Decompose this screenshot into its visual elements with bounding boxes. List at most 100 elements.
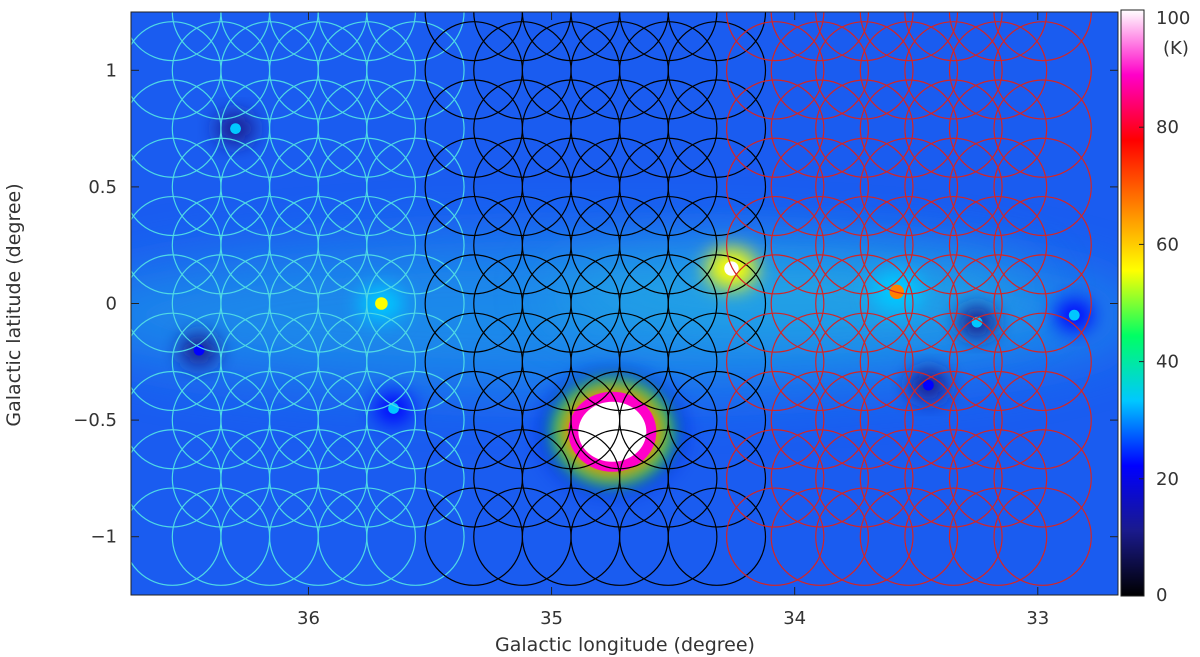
beam-circle (317, 137, 417, 237)
beam-circle (667, 312, 767, 412)
y-tick-label: −1 (90, 527, 117, 548)
beam-circle (667, 137, 767, 237)
beam-circle (619, 312, 718, 412)
beam-circle (366, 429, 465, 528)
beam-circle (859, 137, 959, 237)
colorbar (1120, 9, 1145, 597)
beam-circle (366, 137, 465, 237)
beam-circle (317, 429, 417, 528)
beam-circle (667, 195, 767, 295)
beam-circle (667, 12, 767, 62)
beam-circle (770, 370, 870, 470)
beam-circle (726, 370, 825, 470)
beam-circle (317, 487, 417, 586)
beam-circle (948, 487, 1048, 586)
beam-circle (993, 195, 1092, 295)
y-tick-label: 0.5 (88, 177, 117, 198)
beam-circle (815, 12, 914, 62)
emission-source (375, 297, 388, 310)
beam-circle (667, 79, 767, 178)
beam-circle (667, 429, 767, 528)
beam-circle (948, 21, 1048, 120)
beam-circle (859, 12, 959, 62)
beam-circle (859, 21, 959, 120)
beam-circle (770, 137, 870, 237)
beam-circle (726, 137, 825, 237)
beam-circle (366, 12, 465, 62)
beam-circle (317, 312, 417, 412)
x-axis: 36 35 34 33 (297, 12, 1049, 629)
beam-circle (366, 370, 465, 470)
beam-circle (521, 12, 621, 62)
beam-circle (667, 254, 767, 353)
beam-circle (770, 79, 870, 178)
beam-circle (726, 12, 825, 62)
beam-circle (366, 312, 465, 412)
beam-circle (948, 12, 1048, 62)
beam-circle (726, 429, 825, 528)
beam-circle (859, 312, 959, 412)
beam-circle (726, 254, 825, 353)
beam-circle (904, 12, 1003, 62)
beam-grids (131, 12, 1092, 586)
beam-circle (859, 195, 959, 295)
beam-circle (619, 370, 718, 470)
beam-circle (317, 195, 417, 295)
beam-circle (220, 12, 319, 62)
beam-circle (366, 254, 465, 353)
intensity-map (131, 12, 1118, 595)
beam-circle (993, 12, 1092, 62)
beam-circle (815, 487, 914, 586)
beam-circle (815, 370, 914, 470)
y-tick-label: −0.5 (73, 410, 117, 431)
beam-circle (993, 312, 1092, 412)
beam-circle (619, 429, 718, 528)
beam-circle (171, 12, 271, 62)
y-tick-label: 0 (106, 294, 117, 315)
emission-source (1068, 309, 1080, 321)
beam-circle (770, 487, 870, 586)
beam-circle (268, 12, 368, 62)
beam-circle (904, 195, 1003, 295)
beam-circle (366, 487, 465, 586)
beam-circle (570, 12, 669, 62)
beam-circle (948, 79, 1048, 178)
beam-circle (904, 370, 1003, 470)
beam-circle (815, 79, 914, 178)
beam-circle (859, 487, 959, 586)
beam-circle (859, 370, 959, 470)
beam-circle (667, 21, 767, 120)
beam-circle (726, 487, 825, 586)
beam-circle (948, 429, 1048, 528)
beam-circle (317, 79, 417, 178)
colorbar-tick-label: 0 (1156, 585, 1167, 606)
beam-circle (993, 21, 1092, 120)
beam-circle (667, 370, 767, 470)
beam-circle (619, 137, 718, 237)
beam-circle (815, 429, 914, 528)
beam-circle (904, 312, 1003, 412)
beam-circle (667, 487, 767, 586)
beam-circle (619, 195, 718, 295)
beam-circle (993, 487, 1092, 586)
colorbar-tick-label: 60 (1156, 234, 1179, 255)
beam-circle (815, 195, 914, 295)
beam-circle (904, 79, 1003, 178)
beam-circle (859, 254, 959, 353)
beam-circle (317, 370, 417, 470)
beam-circle (317, 254, 417, 353)
beam-circle (993, 137, 1092, 237)
colorbar-axis: 0 20 40 60 80 100 (1139, 8, 1190, 606)
beam-circle (317, 12, 417, 62)
beam-circle (770, 12, 869, 62)
beam-circle (815, 312, 914, 412)
beam-circle (904, 21, 1003, 120)
beam-circle (815, 254, 914, 353)
beam-circle (619, 79, 718, 178)
beam-circle (948, 137, 1048, 237)
y-axis-title: Galactic latitude (degree) (3, 183, 25, 426)
beam-circle (424, 12, 523, 62)
colorbar-tick-label: 80 (1156, 117, 1179, 138)
beam-circle (948, 370, 1048, 470)
